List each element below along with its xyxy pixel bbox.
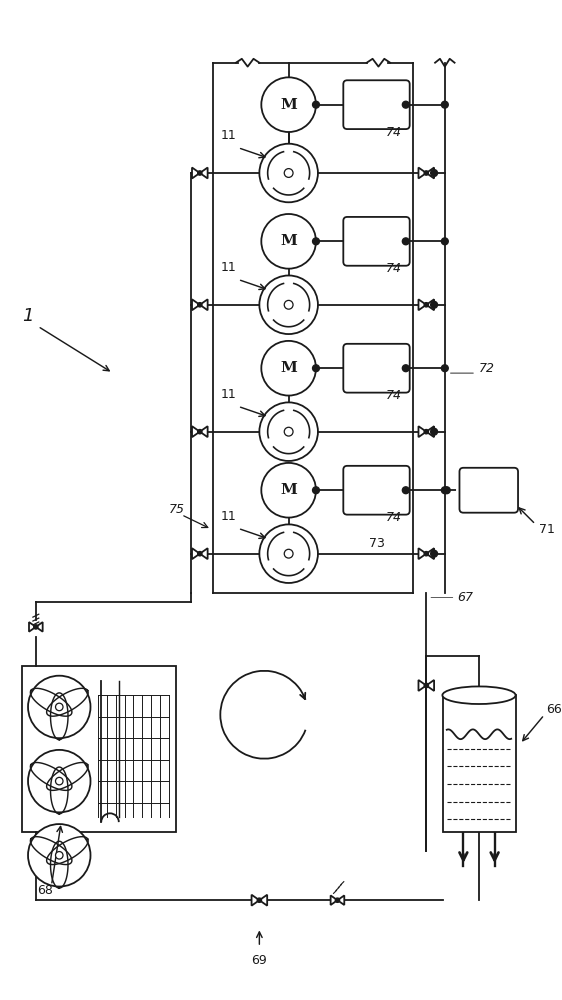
Circle shape [424,552,428,556]
Circle shape [56,703,63,711]
Circle shape [260,144,318,202]
Circle shape [28,824,90,887]
Text: 72: 72 [479,362,495,375]
Circle shape [198,552,202,556]
Polygon shape [200,299,207,310]
Circle shape [260,524,318,583]
Circle shape [260,275,318,334]
Polygon shape [192,299,200,310]
Circle shape [336,898,339,902]
Text: 73: 73 [369,537,384,550]
Text: M: M [280,98,297,112]
Circle shape [261,214,316,269]
Circle shape [441,101,448,108]
Polygon shape [200,548,207,559]
Polygon shape [192,548,200,559]
Ellipse shape [442,686,515,704]
Text: 11: 11 [220,388,236,401]
Circle shape [430,428,437,435]
Circle shape [312,487,319,494]
Circle shape [261,463,316,518]
Circle shape [312,365,319,372]
Circle shape [441,487,448,494]
Circle shape [56,852,63,859]
Circle shape [312,101,319,108]
Polygon shape [29,622,36,632]
Circle shape [441,365,448,372]
Polygon shape [192,168,200,178]
Polygon shape [419,299,427,310]
Circle shape [430,301,437,308]
Polygon shape [200,426,207,437]
Text: 74: 74 [386,389,402,402]
Circle shape [424,683,428,688]
Polygon shape [330,895,337,905]
Text: 11: 11 [220,129,236,142]
Text: 66: 66 [546,703,562,716]
Polygon shape [419,680,427,691]
FancyBboxPatch shape [343,80,410,129]
Text: 11: 11 [220,510,236,523]
Circle shape [424,171,428,175]
Text: 74: 74 [386,262,402,275]
Circle shape [28,750,90,812]
Polygon shape [427,426,434,437]
Circle shape [402,238,409,245]
Circle shape [198,171,202,175]
Circle shape [441,238,448,245]
Circle shape [260,402,318,461]
Text: 74: 74 [386,511,402,524]
Polygon shape [36,622,43,632]
Text: 71: 71 [538,523,554,536]
Polygon shape [419,168,427,178]
Text: M: M [280,234,297,248]
Circle shape [430,550,437,557]
Bar [22,666,176,832]
Circle shape [34,625,38,629]
Polygon shape [427,548,434,559]
Text: 68: 68 [37,884,53,897]
Polygon shape [419,426,427,437]
Text: 11: 11 [220,261,236,274]
FancyBboxPatch shape [343,344,410,393]
Circle shape [424,303,428,307]
Polygon shape [427,680,434,691]
Circle shape [402,101,409,108]
Circle shape [198,430,202,434]
FancyBboxPatch shape [460,468,518,513]
Polygon shape [419,548,427,559]
Text: 69: 69 [251,954,268,967]
Circle shape [56,777,63,785]
Text: 67: 67 [457,591,474,604]
Polygon shape [252,895,260,906]
Circle shape [257,898,261,902]
Text: 75: 75 [169,503,184,516]
Circle shape [402,365,409,372]
Polygon shape [192,426,200,437]
Polygon shape [260,895,267,906]
Text: 74: 74 [386,126,402,139]
Polygon shape [427,168,434,178]
Polygon shape [200,168,207,178]
Bar [443,695,516,832]
Circle shape [261,77,316,132]
Circle shape [443,487,450,494]
FancyBboxPatch shape [343,466,410,515]
Circle shape [198,303,202,307]
Text: M: M [280,483,297,497]
Polygon shape [337,895,345,905]
Circle shape [402,487,409,494]
Circle shape [430,170,437,176]
Text: 1: 1 [22,307,34,325]
Circle shape [28,676,90,738]
Text: M: M [280,361,297,375]
Circle shape [424,430,428,434]
Circle shape [261,341,316,396]
FancyBboxPatch shape [343,217,410,266]
Polygon shape [427,299,434,310]
Circle shape [312,238,319,245]
